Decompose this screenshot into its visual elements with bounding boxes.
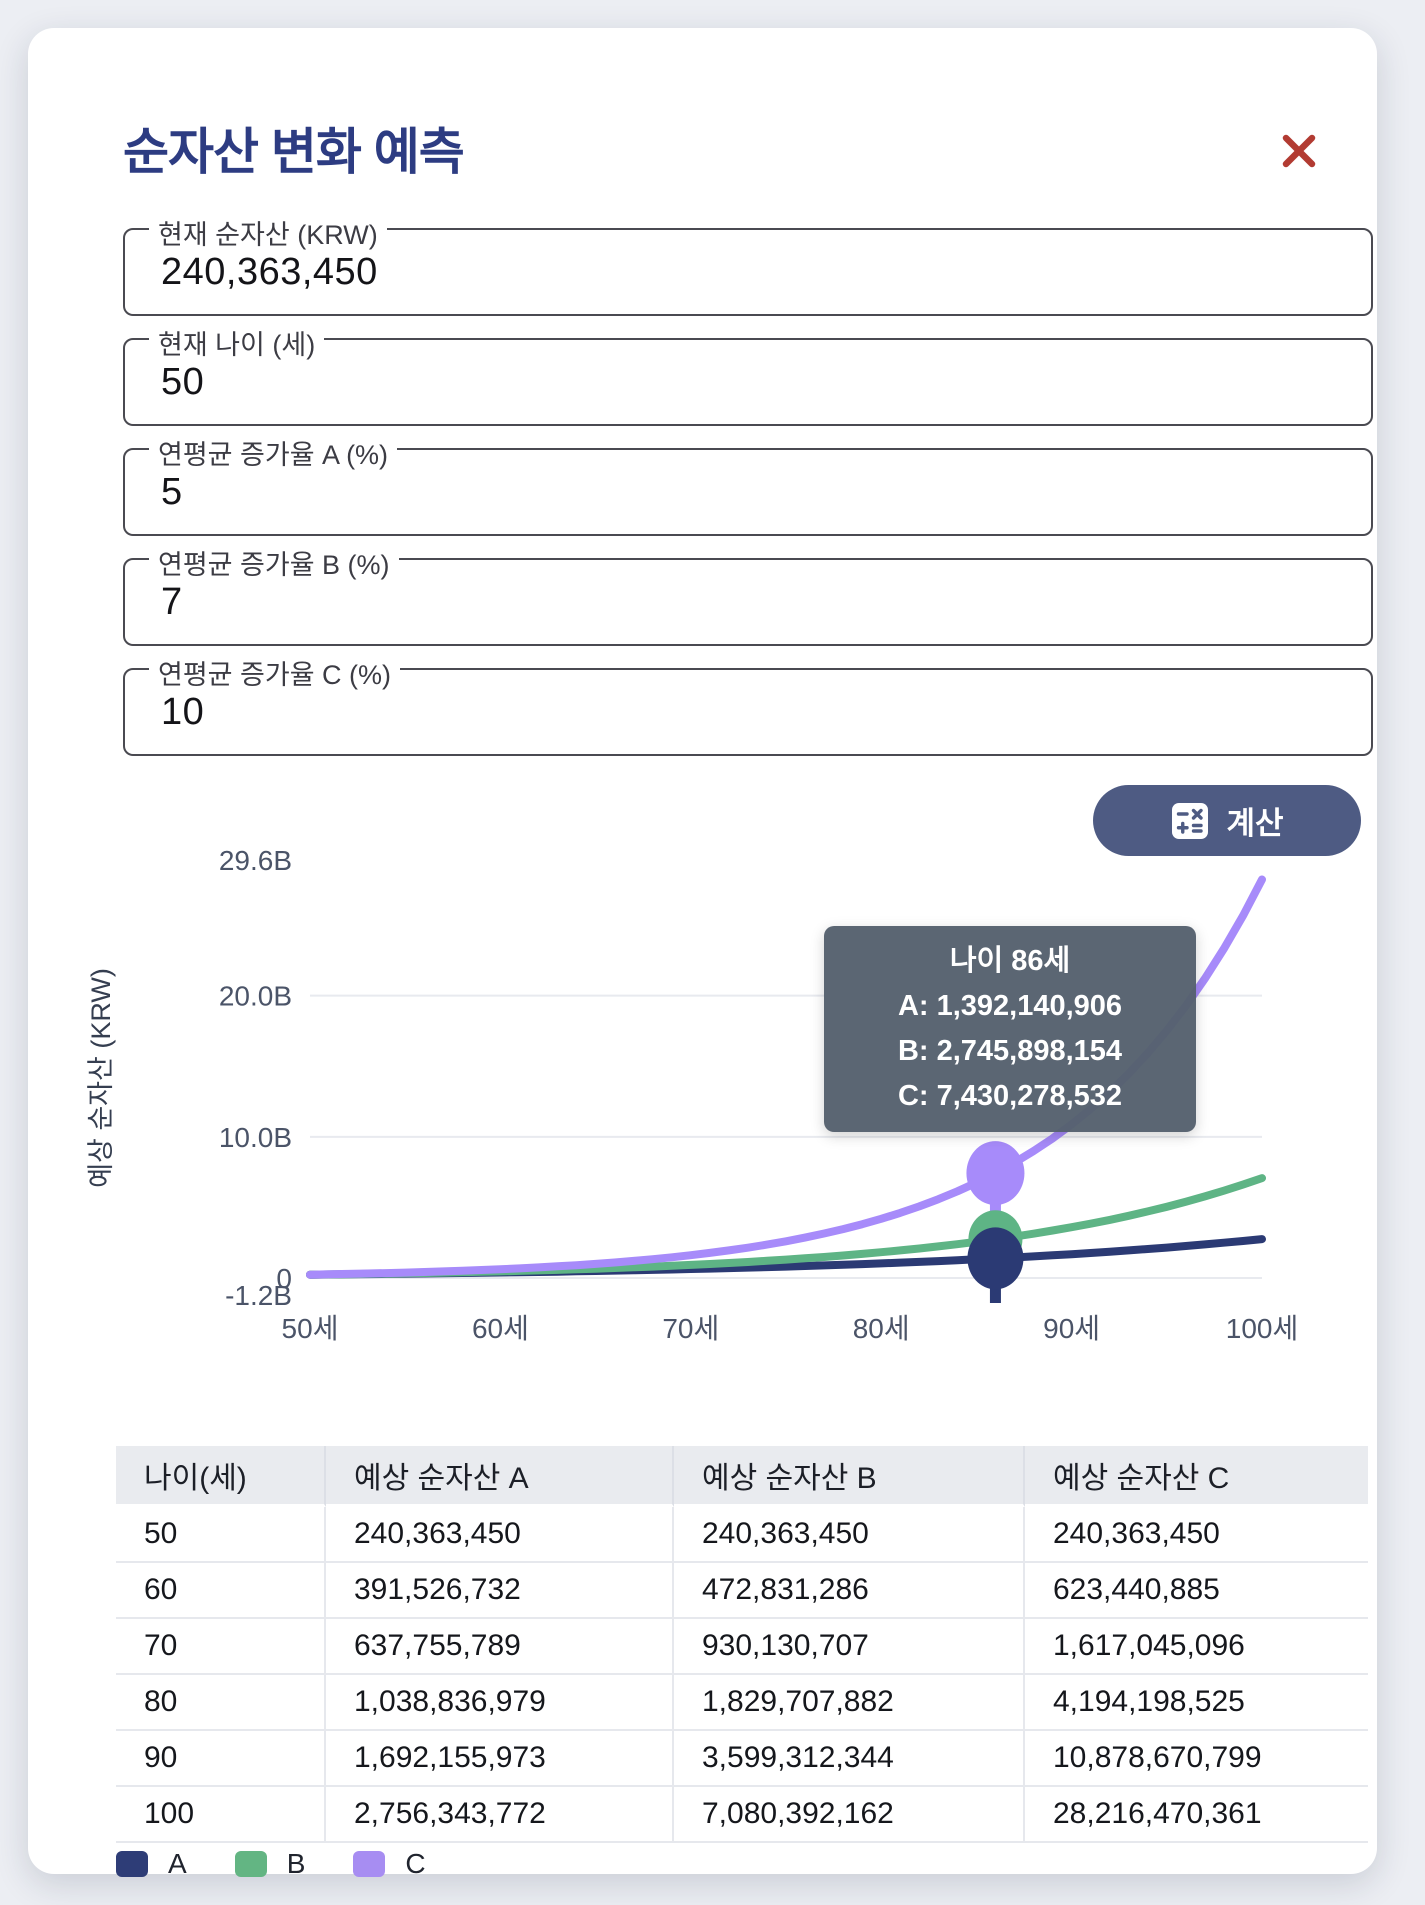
field-growth-rate-b: 연평균 증가율 B (%) — [123, 543, 1373, 646]
table-cell: 240,363,450 — [326, 1507, 674, 1563]
table-cell: 240,363,450 — [674, 1507, 1025, 1563]
table-cell: 1,692,155,973 — [326, 1731, 674, 1787]
calculate-button-label: 계산 — [1226, 806, 1284, 841]
current-networth-input[interactable] — [125, 230, 1371, 314]
table-cell: 50 — [116, 1507, 326, 1563]
table-cell: 623,440,885 — [1025, 1563, 1368, 1619]
table-cell: 60 — [116, 1563, 326, 1619]
table-row: 60 391,526,732 472,831,286 623,440,885 — [116, 1563, 1368, 1619]
table-cell: 1,038,836,979 — [326, 1675, 674, 1731]
legend-label: A — [168, 1848, 187, 1879]
field-growth-rate-c: 연평균 증가율 C (%) — [123, 653, 1373, 756]
legend-swatch-A — [116, 1851, 148, 1877]
table-cell: 1,617,045,096 — [1025, 1619, 1368, 1675]
legend-item-B[interactable]: B — [234, 1848, 306, 1880]
tooltip-line-c: C: 7,430,278,532 — [897, 1080, 1123, 1112]
growth-rate-a-input[interactable] — [125, 450, 1371, 534]
table-cell: 7,080,392,162 — [674, 1787, 1025, 1843]
close-icon — [1282, 134, 1316, 168]
calculate-button[interactable]: 계산 — [1093, 785, 1361, 856]
legend-item-A[interactable]: A — [116, 1848, 187, 1880]
table-header-2: 예상 순자산 B — [674, 1446, 1025, 1507]
table-cell: 28,216,470,361 — [1025, 1787, 1368, 1843]
table-row: 50 240,363,450 240,363,450 240,363,450 — [116, 1507, 1368, 1563]
chart-legend: A B C — [116, 1848, 474, 1880]
current-age-input[interactable] — [125, 340, 1371, 424]
table-cell: 80 — [116, 1675, 326, 1731]
tooltip-line-a: A: 1,392,140,906 — [897, 990, 1123, 1022]
table-cell: 1,829,707,882 — [674, 1675, 1025, 1731]
table-cell: 70 — [116, 1619, 326, 1675]
table-cell: 100 — [116, 1787, 326, 1843]
table-cell: 637,755,789 — [326, 1619, 674, 1675]
table-row: 100 2,756,343,772 7,080,392,162 28,216,470,… — [116, 1787, 1368, 1843]
table-cell: 930,130,707 — [674, 1619, 1025, 1675]
table-header-row: 나이(세) 예상 순자산 A 예상 순자산 B 예상 순자산 C — [116, 1446, 1368, 1507]
legend-label: C — [405, 1848, 426, 1879]
table-cell: 10,878,670,799 — [1025, 1731, 1368, 1787]
table-cell: 4,194,198,525 — [1025, 1675, 1368, 1731]
legend-swatch-B — [234, 1851, 267, 1877]
legend-swatch-C — [353, 1851, 386, 1877]
chart-tooltip: 나이 86세 A: 1,392,140,906 B: 2,745,898,154… — [824, 926, 1196, 1132]
table-cell: 391,526,732 — [326, 1563, 674, 1619]
table-cell: 2,756,343,772 — [326, 1787, 674, 1843]
table-header-1: 예상 순자산 A — [326, 1446, 674, 1507]
table-header-3: 예상 순자산 C — [1025, 1446, 1368, 1507]
table-cell: 3,599,312,344 — [674, 1731, 1025, 1787]
calculator-icon — [1172, 802, 1209, 839]
table-header-0: 나이(세) — [116, 1446, 326, 1507]
legend-item-C[interactable]: C — [353, 1848, 426, 1880]
table-row: 90 1,692,155,973 3,599,312,344 10,878,670,7… — [116, 1731, 1368, 1787]
field-growth-rate-a: 연평균 증가율 A (%) — [123, 433, 1373, 536]
growth-rate-b-input[interactable] — [125, 560, 1371, 644]
growth-rate-c-input[interactable] — [125, 670, 1371, 754]
field-current-age: 현재 나이 (세) — [123, 323, 1373, 426]
table-row: 80 1,038,836,979 1,829,707,882 4,194,198,52… — [116, 1675, 1368, 1731]
tooltip-title: 나이 86세 — [949, 945, 1071, 977]
table-cell: 240,363,450 — [1025, 1507, 1368, 1563]
table-cell: 90 — [116, 1731, 326, 1787]
table-cell: 472,831,286 — [674, 1563, 1025, 1619]
close-button[interactable] — [1268, 120, 1330, 182]
legend-label: B — [286, 1848, 306, 1879]
modal-title: 순자산 변화 예측 — [123, 124, 465, 180]
field-current-networth: 현재 순자산 (KRW) — [123, 213, 1373, 316]
tooltip-line-b: B: 2,745,898,154 — [897, 1035, 1123, 1067]
forecast-table: 나이(세) 예상 순자산 A 예상 순자산 B 예상 순자산 C 50 240,363,… — [116, 1446, 1368, 1843]
table-row: 70 637,755,789 930,130,707 1,617,045,096 — [116, 1619, 1368, 1675]
